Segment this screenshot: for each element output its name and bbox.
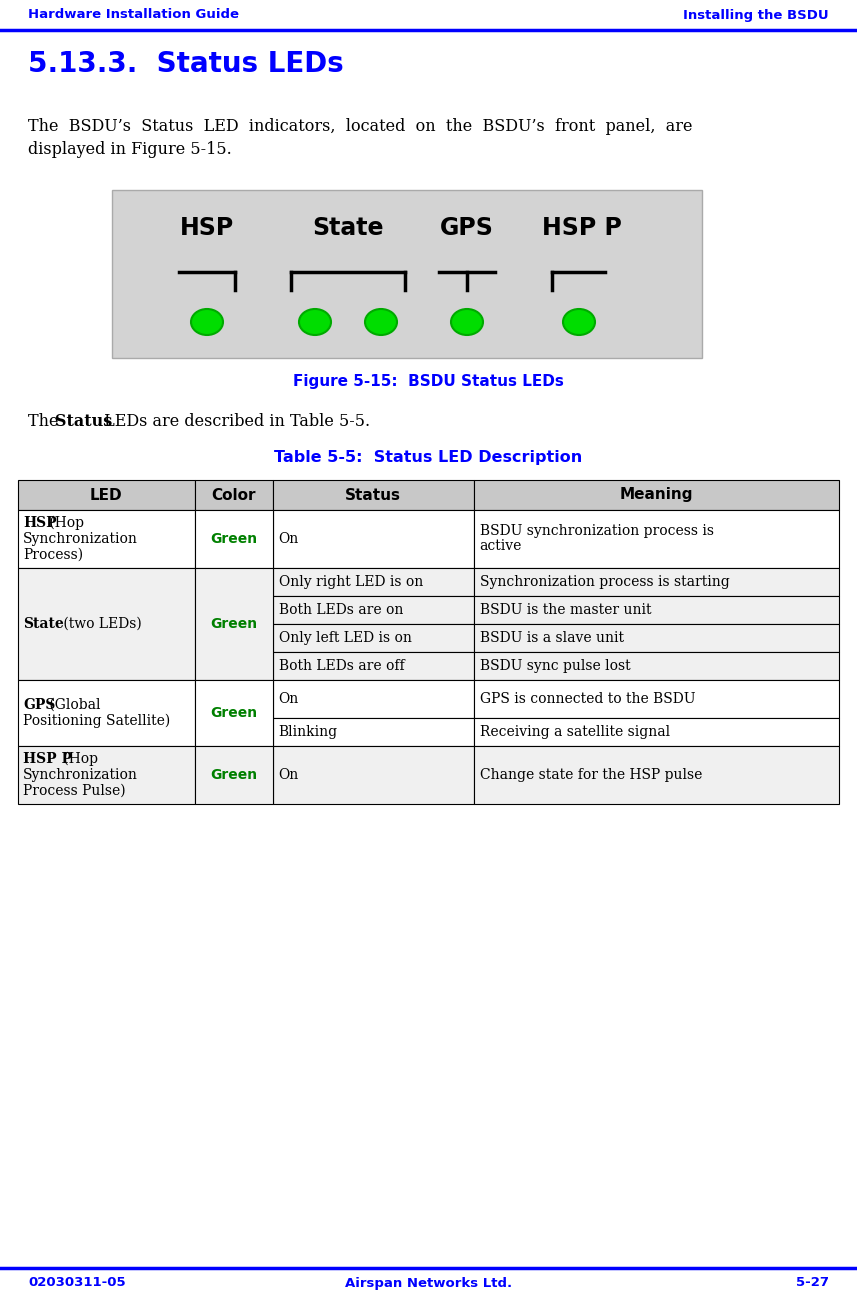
Bar — [474, 624, 839, 653]
Text: (Global: (Global — [45, 698, 100, 712]
Text: BSDU is a slave unit: BSDU is a slave unit — [480, 630, 624, 645]
Text: LED: LED — [90, 488, 123, 503]
Text: (Hop: (Hop — [45, 516, 84, 530]
Text: displayed in Figure 5-15.: displayed in Figure 5-15. — [28, 140, 231, 159]
Text: Figure 5-15:  BSDU Status LEDs: Figure 5-15: BSDU Status LEDs — [293, 374, 564, 389]
Text: (Hop: (Hop — [59, 751, 98, 766]
Ellipse shape — [299, 309, 331, 335]
Text: HSP: HSP — [180, 216, 234, 240]
Text: Both LEDs are on: Both LEDs are on — [279, 603, 403, 618]
Bar — [18, 480, 195, 510]
Bar — [474, 718, 839, 746]
Bar — [273, 568, 474, 595]
Text: Blinking: Blinking — [279, 725, 338, 738]
Text: Green: Green — [210, 768, 257, 783]
Text: BSDU is the master unit: BSDU is the master unit — [480, 603, 651, 618]
Text: Green: Green — [210, 532, 257, 546]
Bar — [474, 510, 839, 568]
Text: GPS: GPS — [23, 698, 56, 712]
Text: Status: Status — [345, 488, 401, 503]
Text: Synchronization: Synchronization — [23, 532, 138, 546]
Text: Installing the BSDU: Installing the BSDU — [683, 9, 829, 22]
Bar — [273, 746, 474, 803]
Text: Table 5-5:  Status LED Description: Table 5-5: Status LED Description — [274, 450, 583, 465]
Bar — [273, 595, 474, 624]
Text: Only right LED is on: Only right LED is on — [279, 575, 423, 589]
Bar — [474, 480, 839, 510]
Bar — [474, 568, 839, 595]
Bar — [273, 510, 474, 568]
Bar — [474, 653, 839, 680]
Text: BSDU sync pulse lost: BSDU sync pulse lost — [480, 659, 630, 673]
Text: HSP P: HSP P — [23, 751, 72, 766]
Text: Only left LED is on: Only left LED is on — [279, 630, 411, 645]
Text: Meaning: Meaning — [620, 488, 693, 503]
Text: State: State — [23, 618, 63, 630]
Text: GPS is connected to the BSDU: GPS is connected to the BSDU — [480, 692, 695, 706]
Text: On: On — [279, 768, 299, 783]
Bar — [195, 480, 273, 510]
Text: Both LEDs are off: Both LEDs are off — [279, 659, 405, 673]
Ellipse shape — [191, 309, 223, 335]
Bar — [18, 680, 195, 746]
Bar — [474, 746, 839, 803]
Text: Receiving a satellite signal: Receiving a satellite signal — [480, 725, 670, 738]
Text: Process): Process) — [23, 549, 83, 562]
Text: Process Pulse): Process Pulse) — [23, 784, 126, 798]
Text: The  BSDU’s  Status  LED  indicators,  located  on  the  BSDU’s  front  panel,  : The BSDU’s Status LED indicators, locate… — [28, 118, 692, 135]
Text: 5.13.3.  Status LEDs: 5.13.3. Status LEDs — [28, 49, 344, 78]
Text: Synchronization process is starting: Synchronization process is starting — [480, 575, 729, 589]
Text: On: On — [279, 532, 299, 546]
Text: Airspan Networks Ltd.: Airspan Networks Ltd. — [345, 1277, 512, 1290]
Text: On: On — [279, 692, 299, 706]
Bar — [195, 510, 273, 568]
Bar — [273, 718, 474, 746]
Bar — [474, 680, 839, 718]
Text: HSP P: HSP P — [542, 216, 622, 240]
Bar — [18, 568, 195, 680]
Ellipse shape — [451, 309, 483, 335]
Text: Green: Green — [210, 706, 257, 720]
Text: Hardware Installation Guide: Hardware Installation Guide — [28, 9, 239, 22]
Text: LEDs are described in Table 5-5.: LEDs are described in Table 5-5. — [99, 413, 370, 430]
Text: active: active — [480, 540, 522, 554]
Text: Color: Color — [212, 488, 255, 503]
Bar — [18, 510, 195, 568]
Text: BSDU synchronization process is: BSDU synchronization process is — [480, 524, 714, 538]
Text: Status: Status — [55, 413, 112, 430]
Bar — [273, 680, 474, 718]
Text: Synchronization: Synchronization — [23, 768, 138, 783]
Bar — [273, 653, 474, 680]
Ellipse shape — [365, 309, 397, 335]
Bar — [195, 746, 273, 803]
Bar — [273, 624, 474, 653]
Text: Positioning Satellite): Positioning Satellite) — [23, 714, 171, 728]
Text: Green: Green — [210, 618, 257, 630]
Text: The: The — [28, 413, 63, 430]
Bar — [474, 595, 839, 624]
Text: Change state for the HSP pulse: Change state for the HSP pulse — [480, 768, 702, 783]
Text: (two LEDs): (two LEDs) — [59, 618, 141, 630]
Bar — [18, 746, 195, 803]
Text: HSP: HSP — [23, 516, 57, 530]
Text: GPS: GPS — [440, 216, 494, 240]
Bar — [195, 568, 273, 680]
Bar — [112, 190, 702, 358]
Text: 5-27: 5-27 — [796, 1277, 829, 1290]
Bar — [273, 480, 474, 510]
Text: State: State — [312, 216, 384, 240]
Bar — [195, 680, 273, 746]
Ellipse shape — [563, 309, 595, 335]
Text: 02030311-05: 02030311-05 — [28, 1277, 126, 1290]
